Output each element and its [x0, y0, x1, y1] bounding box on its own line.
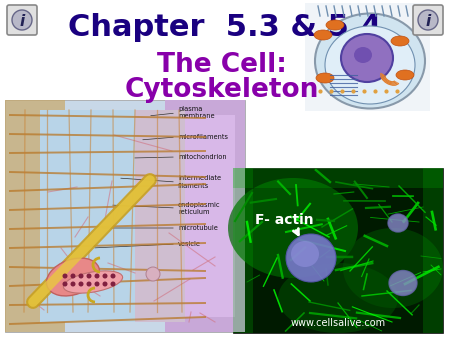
Bar	[135, 110, 185, 322]
Circle shape	[103, 274, 107, 278]
Bar	[5, 100, 65, 332]
Text: plasma
membrane: plasma membrane	[178, 106, 215, 120]
Bar	[305, 3, 430, 111]
Circle shape	[87, 282, 91, 286]
Text: Chapter  5.3 & 5.4: Chapter 5.3 & 5.4	[68, 14, 382, 43]
Bar	[423, 168, 443, 333]
Text: i: i	[425, 14, 431, 28]
Ellipse shape	[314, 30, 332, 40]
Circle shape	[95, 282, 99, 286]
Circle shape	[103, 282, 107, 286]
Ellipse shape	[326, 20, 344, 30]
Bar	[233, 168, 253, 333]
Ellipse shape	[316, 73, 334, 83]
Text: mitochondrion: mitochondrion	[178, 154, 227, 160]
Text: intermediate
filaments: intermediate filaments	[178, 175, 221, 189]
Ellipse shape	[343, 228, 443, 308]
Ellipse shape	[388, 214, 408, 232]
Ellipse shape	[286, 234, 336, 282]
Circle shape	[95, 274, 99, 278]
FancyBboxPatch shape	[413, 5, 443, 35]
Bar	[165, 100, 245, 332]
Circle shape	[79, 282, 83, 286]
Bar	[233, 168, 443, 188]
Circle shape	[71, 282, 75, 286]
Ellipse shape	[63, 271, 122, 293]
Text: Cytoskeleton: Cytoskeleton	[125, 77, 319, 103]
Ellipse shape	[278, 263, 398, 333]
Text: F- actin: F- actin	[255, 213, 314, 227]
FancyBboxPatch shape	[7, 5, 37, 35]
Circle shape	[111, 282, 115, 286]
Ellipse shape	[291, 241, 319, 267]
Text: i: i	[19, 14, 25, 28]
Circle shape	[71, 274, 75, 278]
Circle shape	[63, 282, 67, 286]
Ellipse shape	[228, 178, 358, 278]
Ellipse shape	[315, 14, 425, 108]
Ellipse shape	[391, 36, 409, 46]
Ellipse shape	[325, 26, 415, 104]
Text: microtubule: microtubule	[178, 225, 218, 231]
Circle shape	[111, 274, 115, 278]
Ellipse shape	[46, 258, 99, 296]
Ellipse shape	[396, 70, 414, 80]
Circle shape	[63, 274, 67, 278]
Circle shape	[12, 10, 32, 30]
Bar	[40, 110, 185, 322]
Ellipse shape	[341, 34, 393, 82]
Text: The Cell:: The Cell:	[157, 52, 287, 78]
Text: www.cellsalive.com: www.cellsalive.com	[290, 318, 386, 328]
Text: endoplasmic
reticulum: endoplasmic reticulum	[178, 201, 220, 215]
Bar	[180, 115, 235, 317]
Circle shape	[146, 267, 160, 281]
Bar	[5, 100, 245, 332]
Text: microfilaments: microfilaments	[178, 134, 228, 140]
Bar	[233, 168, 443, 333]
Ellipse shape	[354, 47, 372, 63]
Text: vesicle: vesicle	[178, 241, 201, 247]
Circle shape	[418, 10, 438, 30]
Circle shape	[79, 274, 83, 278]
Ellipse shape	[389, 270, 417, 295]
Circle shape	[87, 274, 91, 278]
